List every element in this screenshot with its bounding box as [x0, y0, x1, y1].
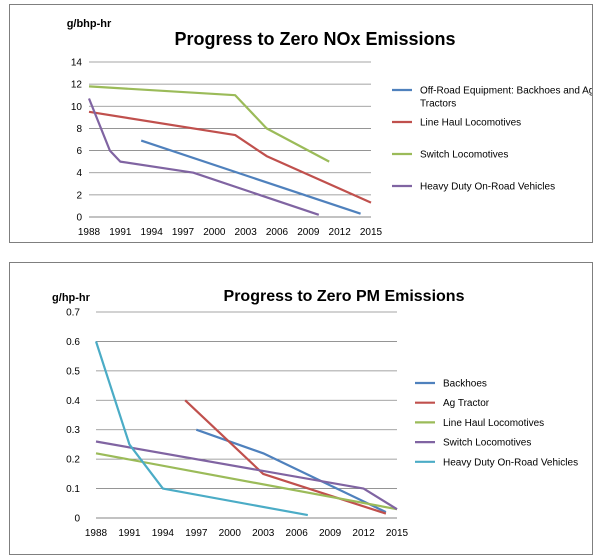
pm-x-tick-label: 1988	[85, 528, 108, 539]
nox-x-tick-label: 1994	[141, 227, 164, 238]
pm-y-axis-label: g/hp-hr	[52, 292, 91, 304]
nox-y-tick-label: 12	[71, 80, 83, 91]
pm-y-tick-label: 0.7	[66, 308, 80, 319]
nox-y-tick-label: 8	[76, 124, 82, 135]
pm-x-tick-label: 2006	[286, 528, 309, 539]
nox-legend-label-4: Heavy Duty On-Road Vehicles	[420, 182, 555, 193]
pm-series-line-4	[95, 440, 398, 511]
nox-chart-panel: Progress to Zero NOx Emissions g/bhp-hr 0 2…	[9, 4, 593, 243]
pm-y-tick-label: 0.6	[66, 337, 80, 348]
pm-y-tick-label: 0.3	[66, 425, 80, 436]
pm-chart: Progress to Zero PM Emissions g/hp-hr 0 0.1…	[52, 288, 578, 539]
nox-y-tick-label: 0	[76, 213, 82, 224]
pm-series-line-1	[195, 428, 387, 514]
pm-x-tick-label: 2003	[252, 528, 275, 539]
nox-series-line-4	[87, 98, 320, 216]
nox-y-axis-label: g/bhp-hr	[67, 18, 112, 30]
nox-series-line-2	[88, 110, 372, 204]
nox-series-line-3	[88, 85, 330, 163]
nox-chart: Progress to Zero NOx Emissions g/bhp-hr 0 2…	[67, 18, 592, 238]
pm-series-line-5	[94, 341, 308, 517]
nox-chart-title: Progress to Zero NOx Emissions	[174, 29, 455, 49]
pm-series-line-3	[95, 452, 398, 511]
nox-x-tick-label: 1988	[78, 227, 101, 238]
nox-y-tick-label: 14	[71, 58, 83, 69]
pm-legend-label-3: Line Haul Locomotives	[443, 418, 544, 429]
pm-x-tick-label: 2000	[219, 528, 242, 539]
pm-legend-label-4: Switch Locomotives	[443, 438, 531, 449]
nox-x-tick-label: 1997	[172, 227, 195, 238]
pm-x-tick-label: 1997	[185, 528, 208, 539]
pm-x-tick-label: 2012	[352, 528, 375, 539]
pm-legend-label-5: Heavy Duty On-Road Vehicles	[443, 457, 578, 468]
pm-chart-panel: Progress to Zero PM Emissions g/hp-hr 0 0.1…	[9, 262, 593, 555]
nox-x-tick-label: 2009	[297, 227, 320, 238]
pm-x-tick-label: 1991	[118, 528, 141, 539]
nox-x-tick-label: 2006	[266, 227, 289, 238]
pm-x-tick-label: 2009	[319, 528, 342, 539]
nox-series-line-1	[140, 139, 361, 215]
pm-legend-label-1: Backhoes	[443, 379, 487, 390]
nox-y-tick-label: 4	[76, 168, 82, 179]
pm-chart-title: Progress to Zero PM Emissions	[224, 288, 465, 305]
nox-legend-label-3: Switch Locomotives	[420, 150, 508, 161]
pm-y-tick-label: 0.5	[66, 366, 80, 377]
nox-x-tick-label: 2015	[360, 227, 383, 238]
pm-y-tick-label: 0.1	[66, 484, 80, 495]
nox-legend-label-1: Off-Road Equipment: Backhoes and Ag Tract…	[420, 86, 592, 110]
pm-legend-label-2: Ag Tractor	[443, 398, 490, 409]
nox-x-tick-label: 2012	[329, 227, 352, 238]
nox-y-tick-label: 10	[71, 102, 83, 113]
pm-y-tick-label: 0.4	[66, 396, 80, 407]
nox-y-tick-label: 6	[76, 146, 82, 157]
nox-y-tick-label: 2	[76, 190, 82, 201]
nox-x-tick-label: 2003	[235, 227, 258, 238]
pm-x-tick-label: 1994	[152, 528, 175, 539]
nox-x-tick-label: 1991	[109, 227, 132, 238]
pm-y-tick-label: 0	[74, 514, 80, 525]
nox-legend-label-2: Line Haul Locomotives	[420, 118, 521, 129]
nox-x-tick-label: 2000	[203, 227, 226, 238]
pm-y-tick-label: 0.2	[66, 455, 80, 466]
pm-x-tick-label: 2015	[386, 528, 409, 539]
